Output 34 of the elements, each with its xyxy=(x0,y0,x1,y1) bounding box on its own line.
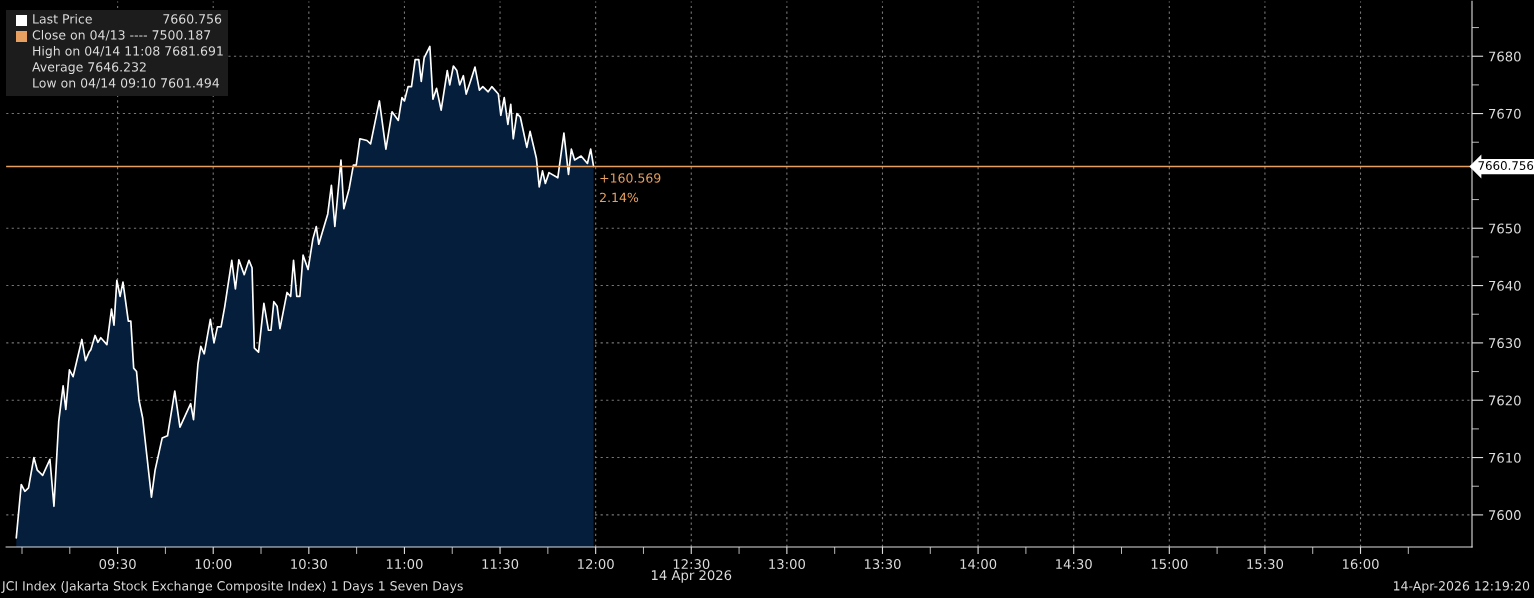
x-tick-label: 13:00 xyxy=(769,559,806,570)
x-tick-label: 09:30 xyxy=(99,559,136,570)
y-tick-label: 7650 xyxy=(1489,223,1521,234)
y-tick-label: 7630 xyxy=(1489,338,1521,349)
text: JCI Index (Jakarta Stock Exchange Composite Index) 1 Days 1 Seven Days xyxy=(1,580,463,593)
annotation: Low on 04/14 09:10 7601.494 xyxy=(33,78,220,89)
annotation: 2.14% xyxy=(600,192,639,203)
annotation: High on 04/14 11:08 7681.691 xyxy=(33,45,223,59)
x-tick-label: 10:00 xyxy=(195,559,232,570)
x-tick-label: 12:00 xyxy=(578,559,614,570)
x-tick-label: 11:00 xyxy=(386,559,423,570)
legend-label: Last Price xyxy=(33,13,92,24)
annotation: 7660.756 xyxy=(163,14,222,24)
y-tick-label: 7600 xyxy=(1489,510,1521,521)
x-tick-label: 15:30 xyxy=(1247,559,1284,570)
x-tick-label: 10:30 xyxy=(291,559,327,570)
x-tick-label: 16:00 xyxy=(1342,559,1379,570)
x-tick-label: 11:30 xyxy=(482,559,519,570)
y-tick-label: 7640 xyxy=(1489,280,1521,291)
x-tick-label: 14:00 xyxy=(960,559,997,570)
text: 14-Apr-2026 12:19:20 xyxy=(1393,581,1530,593)
annotation: Average 7646.232 xyxy=(32,62,146,75)
y-tick-label: 7680 xyxy=(1489,51,1521,62)
y-tick-label: 7620 xyxy=(1489,395,1521,406)
annotation: +160.569 xyxy=(600,173,661,183)
x-tick-label: 15:00 xyxy=(1151,559,1188,570)
y-tick-label: 7670 xyxy=(1489,108,1521,119)
x-tick-label: 12:30 xyxy=(673,559,710,570)
x-tick-label: 13:30 xyxy=(864,559,901,570)
x-axis-title: 14 Apr 2026 xyxy=(651,570,732,583)
y-tick-label: 7610 xyxy=(1489,452,1521,463)
x-tick-label: 14:30 xyxy=(1056,559,1092,570)
ref-line-label: 7660.756 xyxy=(1478,161,1534,170)
annotation: Close on 04/13 ---- 7500.187 xyxy=(32,29,211,41)
